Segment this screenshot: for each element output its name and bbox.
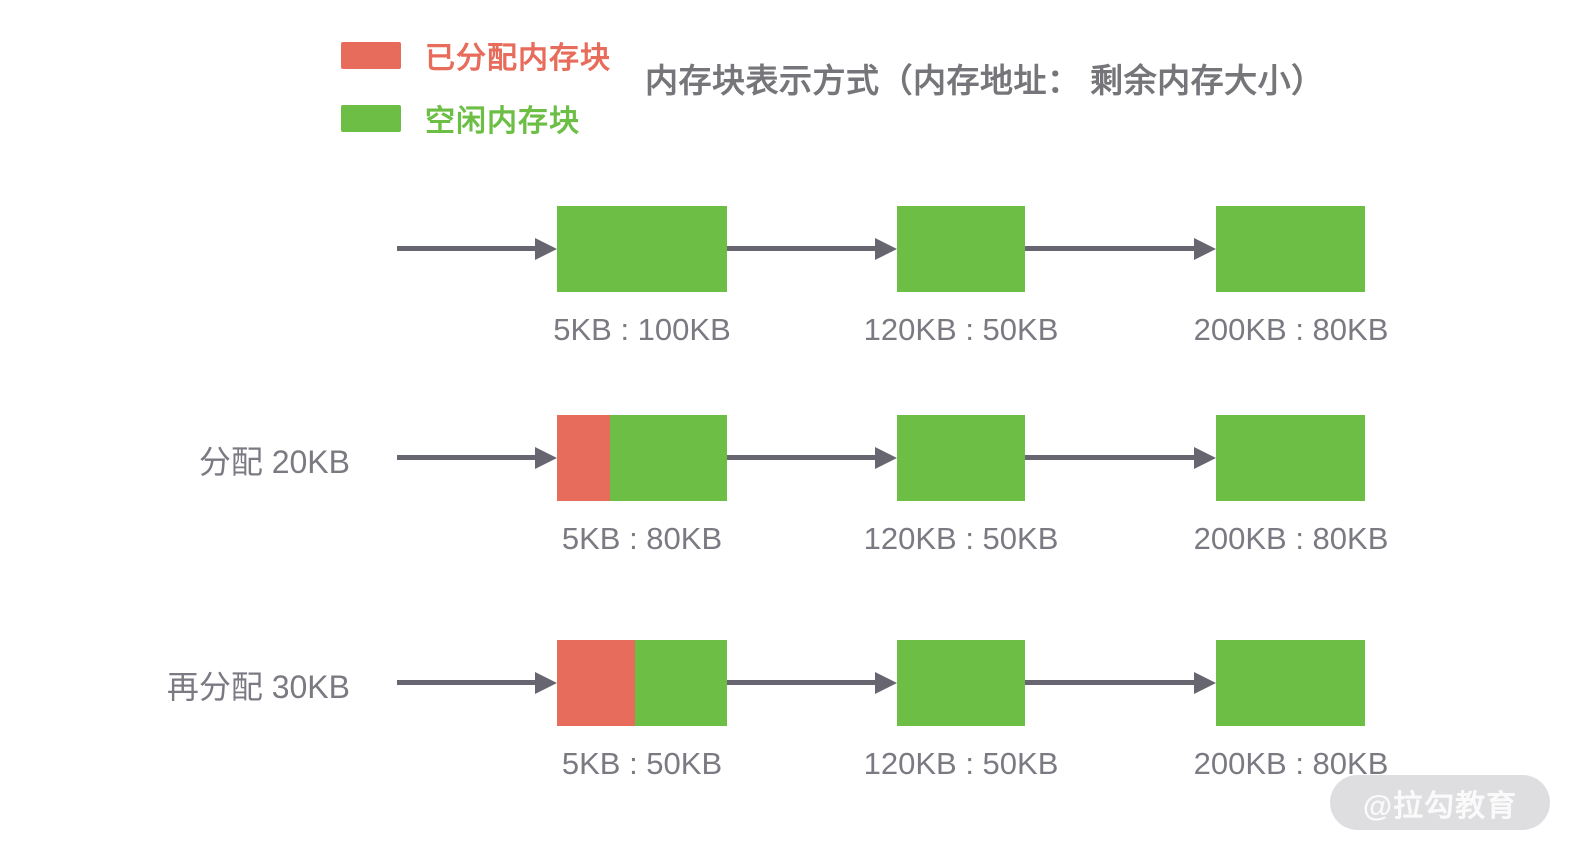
arrow-icon — [397, 455, 535, 460]
memory-block — [557, 206, 727, 292]
arrow-icon — [727, 455, 875, 460]
diagram-title: 内存块表示方式（内存地址： 剩余内存大小） — [645, 62, 1325, 99]
block-caption: 5KB : 80KB — [561, 521, 723, 556]
memory-block — [897, 206, 1025, 292]
allocated-portion — [557, 640, 636, 726]
block-caption: 120KB : 50KB — [863, 521, 1059, 556]
arrow-icon — [1025, 680, 1194, 685]
memory-block — [897, 415, 1025, 501]
memory-block — [897, 640, 1025, 726]
allocated-legend-label: 已分配内存块 — [425, 42, 611, 75]
arrow-icon — [397, 680, 535, 685]
memory-block — [1216, 640, 1365, 726]
block-caption: 5KB : 100KB — [553, 312, 731, 347]
legend-item-free: 空闲内存块 — [341, 96, 611, 140]
memory-block — [557, 415, 727, 501]
allocated-portion — [557, 415, 610, 501]
memory-row-alloc-20kb: 分配 20KB 5KB : 80KB 120KB : 50KB 200KB : … — [0, 415, 1570, 565]
arrow-icon — [1025, 246, 1194, 251]
block-caption: 120KB : 50KB — [863, 746, 1059, 781]
allocated-block-swatch-icon — [341, 41, 401, 69]
row-label: 分配 20KB — [198, 444, 350, 480]
free-block-swatch-icon — [341, 104, 401, 132]
memory-row-initial: 5KB : 100KB 120KB : 50KB 200KB : 80KB — [0, 206, 1570, 356]
watermark-badge: @拉勾教育 — [1330, 775, 1550, 830]
arrow-icon — [727, 680, 875, 685]
block-caption: 120KB : 50KB — [863, 312, 1059, 347]
block-caption: 200KB : 80KB — [1193, 521, 1389, 556]
memory-block — [1216, 415, 1365, 501]
block-caption: 5KB : 50KB — [561, 746, 723, 781]
memory-block — [557, 640, 727, 726]
free-legend-label: 空闲内存块 — [425, 105, 580, 138]
arrow-icon — [727, 246, 875, 251]
legend-item-allocated: 已分配内存块 — [341, 33, 611, 77]
block-caption: 200KB : 80KB — [1193, 312, 1389, 347]
memory-block — [1216, 206, 1365, 292]
arrow-icon — [1025, 455, 1194, 460]
arrow-icon — [397, 246, 535, 251]
memory-row-alloc-30kb: 再分配 30KB 5KB : 50KB 120KB : 50KB 200KB :… — [0, 640, 1570, 790]
row-label: 再分配 30KB — [166, 669, 350, 705]
legend: 已分配内存块 空闲内存块 — [341, 33, 611, 159]
